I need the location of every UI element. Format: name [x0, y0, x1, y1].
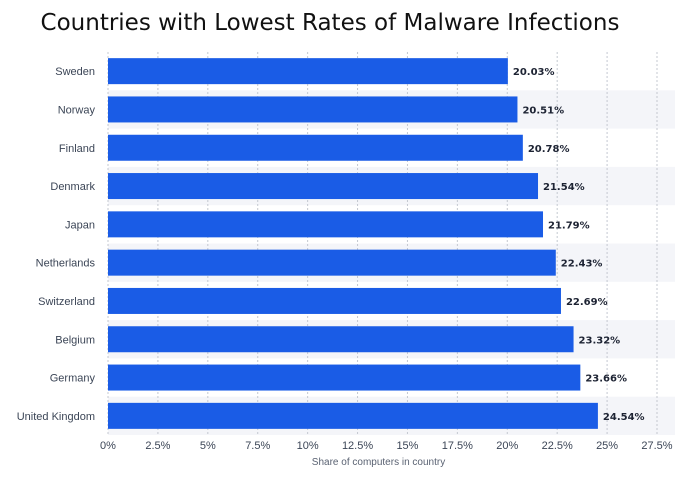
value-label: 21.54%	[543, 182, 585, 193]
value-label: 20.51%	[522, 105, 564, 116]
x-tick-label: 25%	[596, 440, 618, 452]
bar	[108, 211, 544, 238]
category-label: Sweden	[55, 66, 95, 78]
bar	[108, 402, 598, 429]
category-label: Belgium	[55, 334, 95, 346]
category-label: United Kingdom	[17, 411, 95, 423]
value-label: 21.79%	[548, 220, 590, 231]
value-label: 23.32%	[579, 335, 621, 346]
category-label: Japan	[65, 219, 95, 231]
value-labels: 20.03% 20.51% 20.78% 21.54% 21.79% 22.43% 22.6…	[513, 67, 645, 423]
category-label: Germany	[50, 373, 96, 385]
x-tick-label: 27.5%	[641, 440, 672, 452]
category-label: Switzerland	[38, 296, 95, 308]
x-tick-label: 5%	[200, 440, 216, 452]
category-labels: Sweden Norway Finland Denmark Japan Netherlan…	[17, 66, 96, 423]
bar	[108, 58, 508, 85]
x-axis-title: Share of computers in country	[312, 457, 445, 468]
x-tick-label: 7.5%	[245, 440, 270, 452]
value-label: 22.69%	[566, 297, 608, 308]
x-tick-labels: 0% 2.5% 5% 7.5% 10% 12.5% 15% 17.5% 20% 22.5% 25% 2…	[100, 440, 673, 452]
value-label: 20.03%	[513, 67, 555, 78]
bar	[108, 326, 574, 353]
x-tick-label: 2.5%	[145, 440, 170, 452]
bar	[108, 173, 539, 200]
category-label: Denmark	[50, 181, 95, 193]
x-tick-label: 22.5%	[542, 440, 573, 452]
x-tick-label: 0%	[100, 440, 116, 452]
x-tick-label: 15%	[396, 440, 418, 452]
category-label: Norway	[58, 104, 96, 116]
category-label: Netherlands	[36, 258, 96, 270]
bar	[108, 364, 581, 391]
category-label: Finland	[59, 143, 95, 155]
x-tick-label: 17.5%	[442, 440, 473, 452]
value-label: 23.66%	[585, 374, 627, 385]
bar	[108, 249, 556, 276]
bar	[108, 134, 523, 161]
bar	[108, 96, 518, 123]
x-tick-label: 10%	[297, 440, 319, 452]
x-tick-label: 20%	[496, 440, 518, 452]
bars	[108, 58, 598, 429]
x-tick-label: 12.5%	[342, 440, 373, 452]
bar	[108, 287, 561, 314]
chart-title: Countries with Lowest Rates of Malware I…	[40, 10, 620, 36]
value-label: 20.78%	[528, 144, 570, 155]
value-label: 22.43%	[561, 259, 603, 270]
value-label: 24.54%	[603, 412, 645, 423]
